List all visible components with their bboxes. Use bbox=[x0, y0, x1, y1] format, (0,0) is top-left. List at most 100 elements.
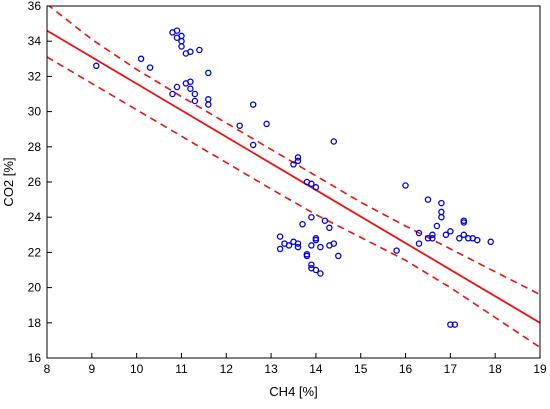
data-point bbox=[187, 85, 194, 92]
data-point bbox=[317, 243, 324, 251]
data-point bbox=[205, 69, 212, 77]
y-axis: 16 18 20 22 24 26 28 30 32 34 36 bbox=[28, 0, 52, 365]
y-tick-label: 18 bbox=[28, 316, 42, 330]
data-point bbox=[438, 199, 445, 207]
data-point bbox=[276, 233, 284, 240]
data-point bbox=[303, 250, 311, 258]
data-point bbox=[317, 270, 324, 277]
y-tick-label: 34 bbox=[28, 34, 42, 48]
y-tick-label: 22 bbox=[28, 245, 42, 259]
y-tick-label: 32 bbox=[28, 69, 42, 83]
data-point bbox=[460, 231, 468, 239]
x-axis-label: CH4 [%] bbox=[269, 384, 317, 399]
data-point bbox=[308, 261, 315, 268]
data-point bbox=[299, 220, 306, 228]
data-point bbox=[173, 83, 181, 91]
x-tick-label: 19 bbox=[533, 362, 547, 376]
data-point bbox=[205, 101, 212, 108]
data-point bbox=[173, 27, 181, 34]
y-tick-label: 24 bbox=[28, 210, 42, 224]
data-point bbox=[93, 62, 100, 70]
data-point bbox=[442, 231, 450, 239]
data-point bbox=[308, 264, 315, 272]
data-point bbox=[178, 32, 185, 40]
y-axis-label: CO2 [%] bbox=[1, 157, 16, 206]
data-point bbox=[290, 161, 297, 168]
data-point bbox=[146, 64, 154, 71]
data-point bbox=[393, 247, 400, 254]
data-point bbox=[308, 242, 315, 249]
data-point bbox=[402, 182, 409, 189]
y-tick-label: 36 bbox=[28, 0, 42, 13]
data-point bbox=[169, 90, 176, 98]
x-tick-label: 9 bbox=[88, 362, 95, 376]
data-point bbox=[249, 101, 257, 108]
x-tick-label: 11 bbox=[175, 362, 188, 376]
x-tick-label: 18 bbox=[489, 362, 503, 376]
data-point bbox=[447, 228, 454, 235]
data-point bbox=[191, 90, 199, 98]
x-axis: 8 9 10 11 12 13 14 15 16 17 18 19 bbox=[44, 353, 547, 376]
data-point bbox=[424, 196, 432, 203]
data-point bbox=[178, 43, 185, 50]
x-tick-label: 16 bbox=[399, 362, 413, 376]
data-point bbox=[312, 184, 320, 191]
y-tick-label: 30 bbox=[28, 105, 42, 119]
data-point bbox=[415, 229, 423, 237]
plot-frame bbox=[46, 5, 541, 359]
x-tick-label: 15 bbox=[354, 362, 368, 376]
data-point bbox=[178, 37, 185, 45]
data-point bbox=[294, 243, 302, 251]
data-point bbox=[191, 97, 199, 105]
data-point bbox=[294, 157, 302, 165]
data-point bbox=[321, 217, 329, 224]
data-point bbox=[335, 252, 342, 260]
y-tick-label: 16 bbox=[28, 351, 42, 365]
y-tick-label: 20 bbox=[28, 281, 42, 295]
data-point bbox=[465, 235, 472, 242]
data-point bbox=[236, 122, 243, 129]
plot-content bbox=[47, 6, 540, 349]
regression-line bbox=[47, 29, 540, 324]
confidence-lower-line bbox=[47, 56, 540, 349]
data-point bbox=[294, 154, 302, 161]
data-point bbox=[330, 138, 338, 145]
x-tick-label: 12 bbox=[220, 362, 234, 376]
data-point bbox=[460, 219, 468, 226]
data-point bbox=[474, 236, 481, 244]
x-tick-label: 13 bbox=[264, 362, 278, 376]
confidence-upper-line bbox=[47, 6, 540, 296]
data-point bbox=[308, 213, 315, 221]
data-point bbox=[451, 321, 459, 328]
y-tick-label: 28 bbox=[28, 140, 42, 154]
data-point bbox=[438, 213, 445, 221]
x-tick-label: 17 bbox=[444, 362, 458, 376]
x-tick-label: 10 bbox=[130, 362, 144, 376]
data-point bbox=[205, 96, 212, 103]
data-point bbox=[326, 224, 333, 232]
y-tick-label: 26 bbox=[28, 175, 42, 189]
data-point bbox=[196, 46, 203, 54]
data-point bbox=[330, 240, 338, 247]
data-point bbox=[438, 208, 445, 216]
data-point bbox=[415, 240, 423, 247]
data-point bbox=[249, 141, 257, 149]
data-point bbox=[187, 78, 194, 85]
data-point bbox=[137, 55, 145, 63]
data-point bbox=[487, 238, 494, 246]
data-point bbox=[456, 235, 463, 242]
data-point bbox=[294, 240, 302, 247]
x-tick-label: 8 bbox=[44, 362, 51, 376]
data-point bbox=[424, 235, 432, 242]
data-point bbox=[276, 245, 284, 253]
x-tick-label: 14 bbox=[309, 362, 323, 376]
data-point bbox=[429, 231, 436, 239]
data-point bbox=[285, 242, 293, 249]
data-point bbox=[312, 235, 320, 242]
data-point bbox=[447, 321, 454, 328]
data-point bbox=[433, 222, 441, 230]
data-point bbox=[429, 235, 436, 242]
data-point bbox=[263, 120, 270, 128]
data-point bbox=[187, 48, 194, 56]
